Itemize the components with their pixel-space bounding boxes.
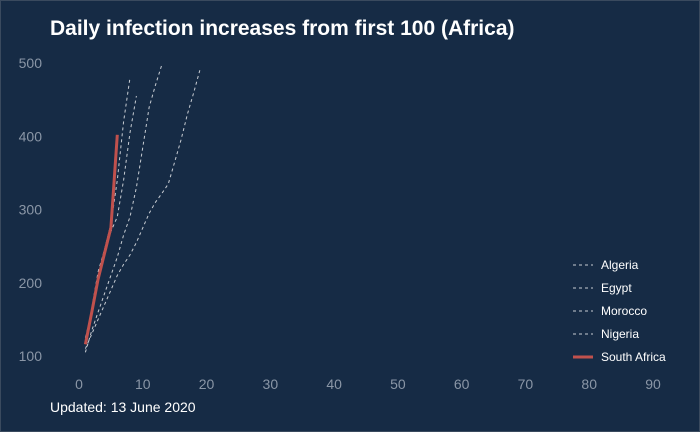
series-line-morocco: [84, 68, 201, 349]
legend-label-morocco: Morocco: [601, 304, 647, 318]
chart-title: Daily infection increases from first 100…: [50, 17, 515, 40]
legend-label-nigeria: Nigeria: [601, 327, 639, 341]
x-tick-label: 20: [199, 376, 215, 392]
x-tick-label: 10: [135, 376, 151, 392]
x-tick-label: 50: [390, 376, 406, 392]
legend-label-south-africa: South Africa: [601, 350, 666, 364]
x-tick-label: 0: [75, 376, 83, 392]
legend-label-egypt: Egypt: [601, 281, 632, 295]
y-tick-label: 200: [19, 275, 43, 291]
y-tick-label: 400: [19, 128, 43, 144]
series-lines: [83, 64, 201, 353]
x-tick-label: 30: [263, 376, 279, 392]
x-tick-label: 70: [518, 376, 534, 392]
x-tick-label: 40: [326, 376, 342, 392]
x-tick-label: 80: [581, 376, 597, 392]
series-line-south-africa: [83, 134, 119, 345]
y-tick-label: 500: [19, 55, 43, 71]
x-axis-ticks: 0 10 20 30 40 50 60 70 80 90: [75, 376, 661, 392]
updated-note: Updated: 13 June 2020: [50, 399, 196, 415]
legend-label-algeria: Algeria: [601, 258, 639, 272]
y-tick-label: 300: [19, 202, 43, 218]
y-axis-ticks: 100 200 300 400 500: [19, 55, 43, 364]
y-tick-label: 100: [19, 348, 43, 364]
x-tick-label: 60: [454, 376, 470, 392]
legend: Algeria Egypt Morocco Nigeria South Africa: [573, 258, 666, 364]
x-tick-label: 90: [645, 376, 661, 392]
series-line-egypt: [84, 64, 163, 353]
